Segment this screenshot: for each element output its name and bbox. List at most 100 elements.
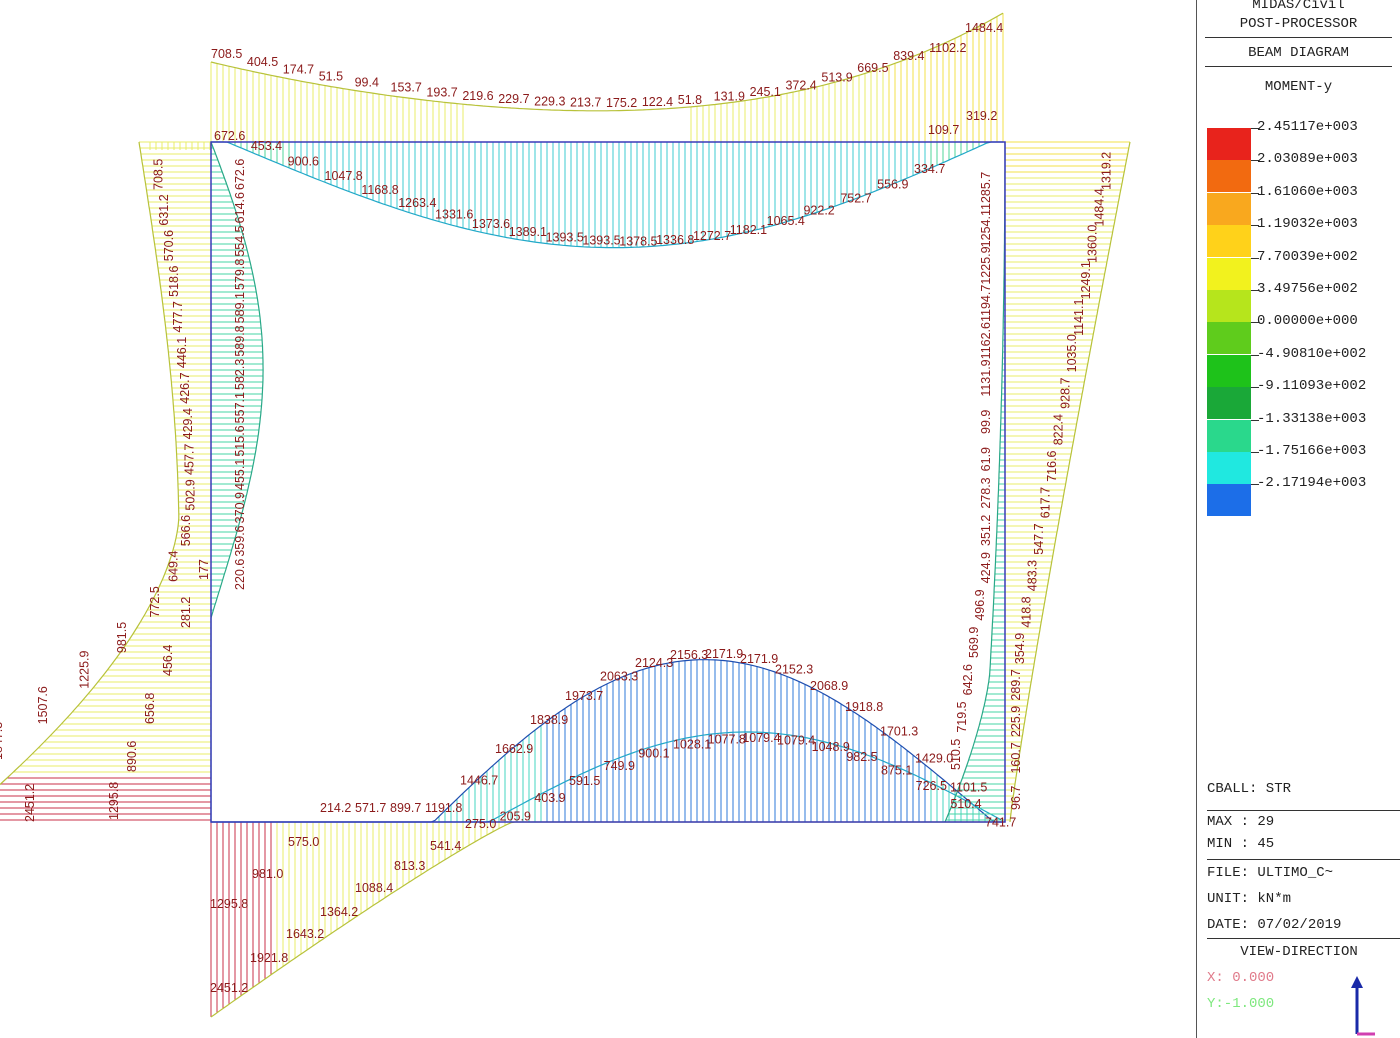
bottom-beam-label: 1701.3 [880, 724, 918, 738]
left-wall-label: 1225.9 [77, 650, 91, 688]
top-beam-label: 1168.8 [361, 183, 398, 197]
legend-tick [1251, 387, 1259, 389]
top-beam-label: 1393.5 [582, 234, 620, 248]
left-wall-label: 177 [197, 559, 211, 580]
top-beam-label: 1378.5 [619, 235, 657, 249]
top-beam-label: 229.3 [534, 94, 565, 108]
top-beam-label: 1065.4 [767, 214, 805, 228]
left-wall-label: 890.6 [125, 741, 139, 772]
divider [1205, 66, 1392, 67]
right-wall-label: 99.9 [979, 410, 993, 434]
moment-value-labels: 708.5 404.5 174.7 51.5 99.4 153.7 193.7 219.6 22… [0, 21, 1114, 995]
right-wall-positive-envelope [1009, 141, 1131, 823]
bottom-beam-label: 403.9 [534, 791, 565, 805]
min-label: MIN : 45 [1207, 836, 1275, 852]
right-wall-label: 1225.9 [979, 246, 993, 284]
top-beam-label: 1272.7 [693, 229, 731, 243]
bottom-beam-label: 2171.9 [740, 652, 778, 666]
top-beam-label: 513.9 [821, 71, 852, 85]
top-beam-label: 922.2 [803, 204, 834, 218]
top-beam-label: 672.6 [214, 129, 245, 143]
right-wall-label: 160.7 [1009, 742, 1023, 773]
right-wall-label: 424.9 [979, 552, 993, 583]
top-beam-negative-envelope [211, 141, 1003, 249]
legend-swatch [1207, 322, 1251, 355]
moment-diagram: 708.5 404.5 174.7 51.5 99.4 153.7 193.7 219.6 22… [0, 12, 1131, 1018]
bottom-beam-label: 541.4 [430, 839, 461, 853]
left-wall-label: 457.7 [183, 444, 197, 475]
top-beam-label: 334.7 [914, 162, 945, 176]
right-wall-label: 1319.2 [1100, 152, 1114, 190]
file-label: FILE: ULTIMO_C~ [1207, 865, 1334, 881]
right-wall-label: 928.7 [1058, 377, 1072, 408]
legend-value: 7.70039e+002 [1257, 248, 1358, 265]
bottom-beam-label: 2152.3 [775, 663, 813, 677]
legend-entry: 3.49756e+002 [1207, 281, 1400, 322]
bottom-beam-label: 2451.2 [210, 981, 248, 995]
legend-entry: 0.00000e+000 [1207, 313, 1400, 355]
legend-entry: -1.75166e+003 [1207, 443, 1400, 484]
view-x-value: X: 0.000 [1207, 970, 1275, 986]
right-wall-label: 547.7 [1032, 523, 1046, 554]
bottom-beam-label: 1088.4 [355, 881, 393, 895]
right-wall-label: 642.6 [961, 664, 975, 695]
legend-tick [1251, 322, 1259, 324]
legend-tick [1251, 160, 1259, 162]
bottom-beam-label: 741.7 [985, 816, 1016, 830]
legend-swatch [1207, 160, 1251, 193]
left-wall-label: 518.6 [167, 266, 181, 297]
legend-swatch [1207, 290, 1251, 322]
view-direction-title: VIEW-DIRECTION [1240, 944, 1358, 960]
top-beam-label: 1263.4 [398, 196, 436, 210]
top-beam-label: 1331.6 [435, 207, 473, 221]
bottom-beam-label: 1077.8 [708, 732, 746, 746]
top-beam-label: 1389.1 [509, 225, 547, 239]
left-wall-label: 649.4 [166, 551, 180, 582]
top-beam-label: 51.5 [319, 69, 343, 83]
top-beam-label: 109.7 [928, 123, 959, 137]
unit-label: UNIT: kN*m [1207, 891, 1292, 907]
top-beam-label: 245.1 [750, 85, 781, 99]
left-wall-label: 672.6 [233, 159, 247, 190]
bottom-beam-label: 1973.7 [565, 689, 603, 703]
top-beam-label: 193.7 [426, 85, 457, 99]
left-wall-label: 570.6 [162, 230, 176, 261]
bottom-beam-label: 1191.8 [425, 801, 462, 815]
cball-label: CBALL: STR [1207, 781, 1292, 797]
legend-value: -9.11093e+002 [1257, 378, 1367, 395]
bottom-beam-label: 2068.9 [810, 679, 848, 693]
bottom-beam-label: 205.9 [500, 810, 531, 824]
legend-entry: 1.19032e+003 [1207, 216, 1400, 258]
top-beam-label: 1336.8 [656, 233, 694, 247]
legend-entry: 7.70039e+002 [1207, 249, 1400, 290]
right-wall-label: 1254.1 [979, 209, 993, 247]
legend-tick [1251, 419, 1259, 421]
right-wall-label: 354.9 [1013, 633, 1027, 664]
bottom-beam-label: 749.9 [604, 759, 635, 773]
bottom-beam-label: 726.5 [916, 779, 947, 793]
left-wall-label: 2451.2 [23, 784, 37, 822]
top-beam-label: 1047.8 [325, 169, 363, 183]
legend-swatch [1207, 452, 1251, 484]
divider [1207, 859, 1400, 860]
left-wall-label: 981.5 [115, 622, 129, 653]
top-beam-label: 900.6 [288, 154, 319, 168]
bottom-beam-label: 900.1 [638, 747, 669, 761]
left-wall-label: 582.3 [233, 359, 247, 390]
right-wall-label: 1035.0 [1065, 334, 1079, 372]
legend-swatch [1207, 257, 1251, 290]
legend-swatch [1207, 484, 1251, 517]
right-wall-label: 716.6 [1045, 450, 1059, 481]
top-beam-label: 229.7 [498, 92, 529, 106]
legend-tick [1251, 257, 1259, 259]
left-wall-label: 589.1 [233, 292, 247, 323]
right-wall-negative-envelope [944, 142, 1006, 823]
right-wall-label: 1484.4 [1093, 188, 1107, 226]
bottom-beam-label: 1429.0 [915, 752, 953, 766]
bottom-beam-label: 2171.9 [705, 647, 743, 661]
top-beam-label: 1182.1 [730, 223, 767, 237]
beam-diagram-canvas: 708.5 404.5 174.7 51.5 99.4 153.7 193.7 219.6 22… [0, 12, 1131, 1018]
legend-tick [1251, 225, 1259, 227]
max-label: MAX : 29 [1207, 814, 1275, 830]
top-beam-label: 131.9 [714, 90, 745, 104]
